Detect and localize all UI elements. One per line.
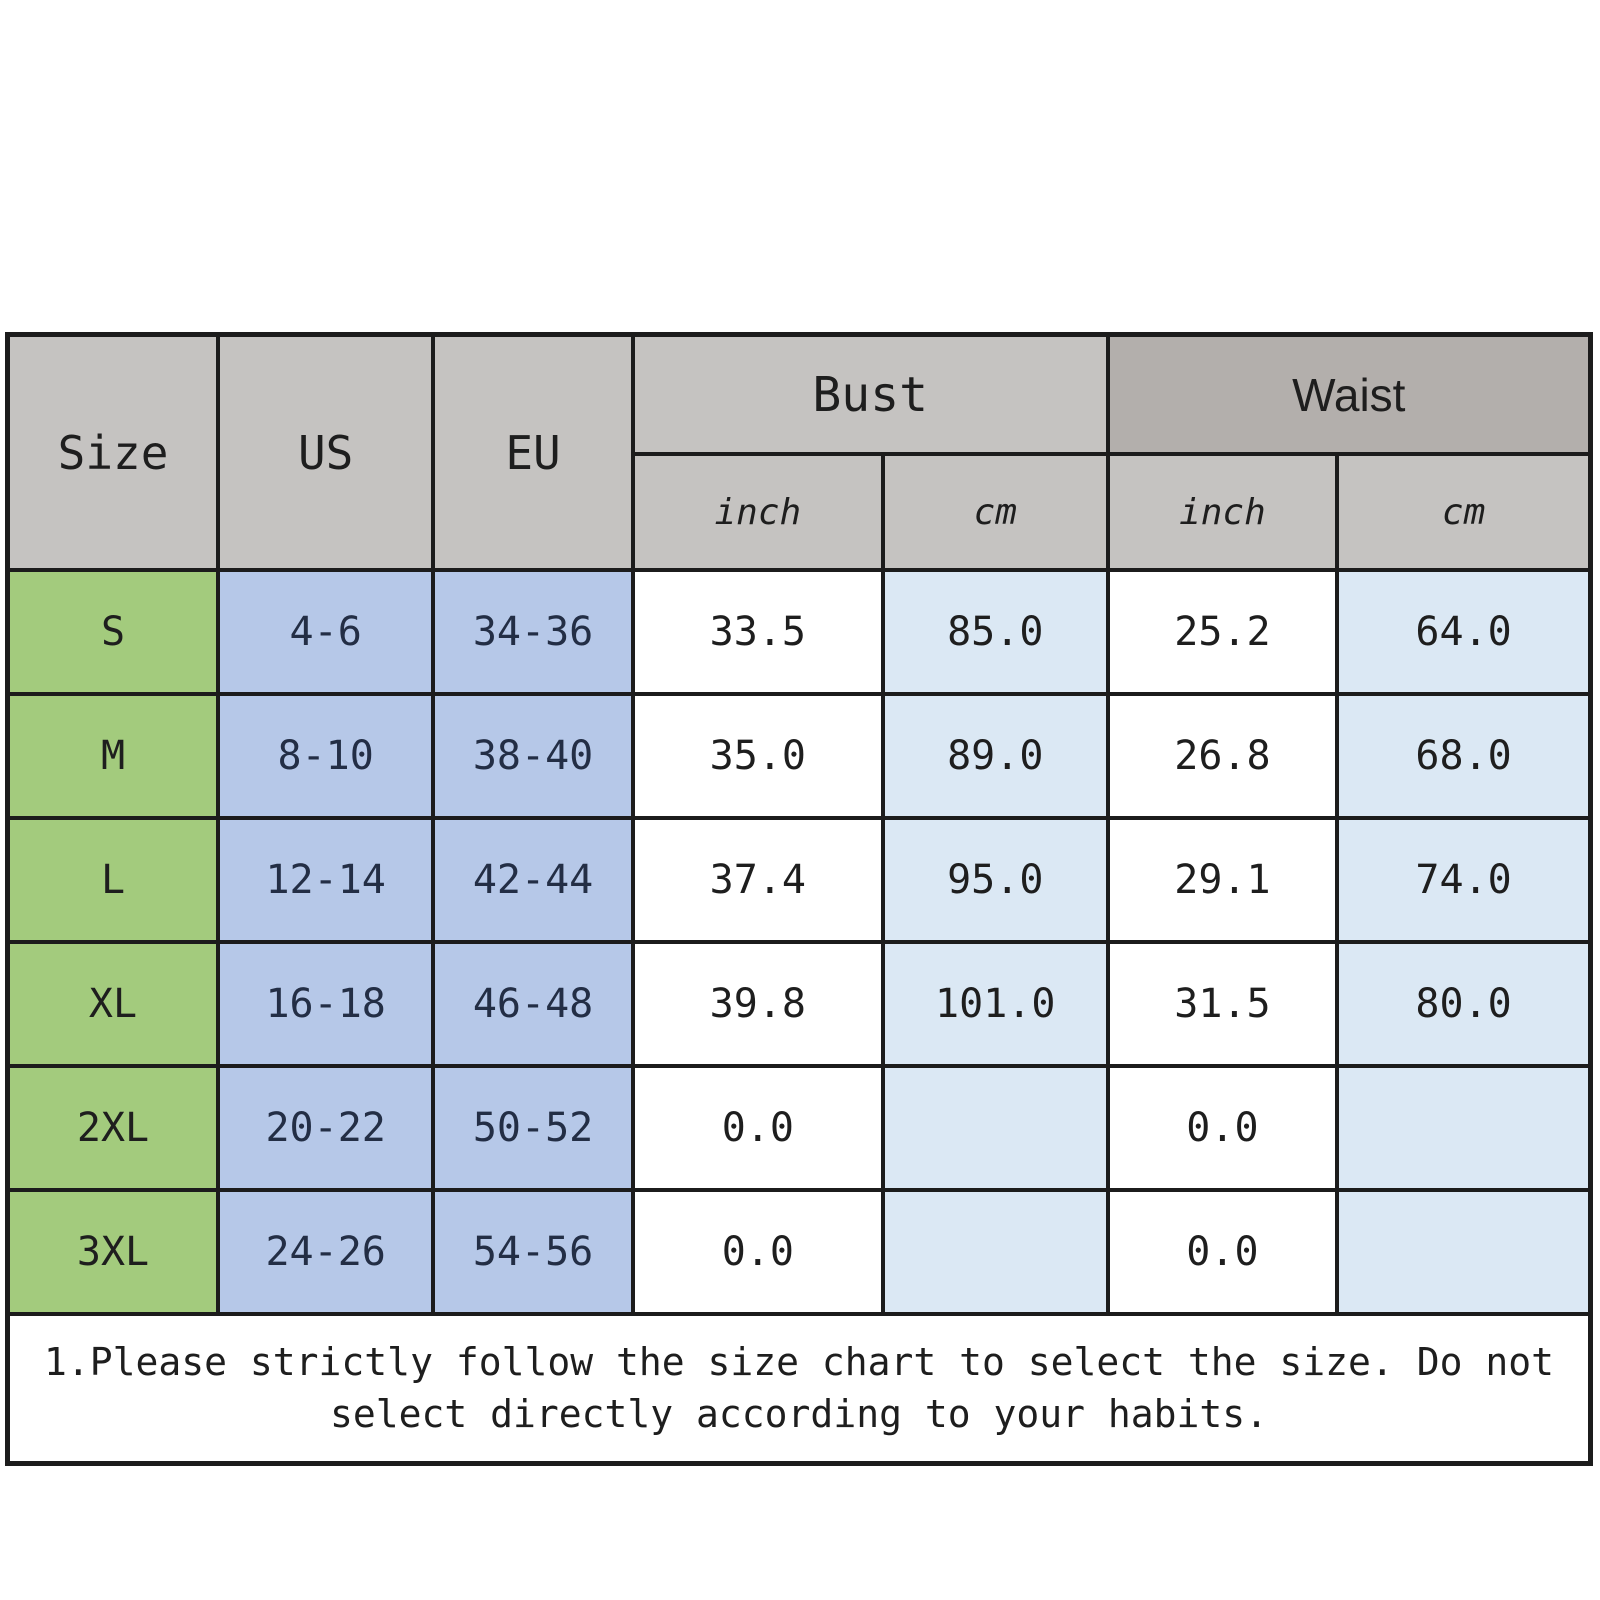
cell-waist-inch: 26.8 [1105,692,1340,820]
header-row-units: inch cm inch cm [8,452,1593,572]
cell-bust-cm: 89.0 [880,692,1110,820]
cell-bust-inch: 35.0 [630,692,885,820]
table-row-xl: XL 16-18 46-48 39.8 101.0 31.5 80.0 [5,940,1593,1068]
cell-bust-inch: 0.0 [630,1064,885,1192]
subheader-bust-cm: cm [880,452,1110,572]
cell-bust-inch: 0.0 [630,1188,885,1316]
cell-waist-inch: 25.2 [1105,568,1340,696]
cell-eu: 42-44 [431,816,635,944]
header-bust: Bust [630,332,1110,456]
cell-size: XL [5,940,221,1068]
header-waist: Waist [1105,332,1593,456]
cell-waist-inch: 29.1 [1105,816,1340,944]
size-chart-table: Size US EU Bust Waist inch cm inch cm S … [5,332,1593,1466]
cell-eu: 50-52 [431,1064,635,1192]
subheader-waist-cm: cm [1335,452,1593,572]
subheader-waist-inch: inch [1105,452,1340,572]
cell-us: 12-14 [216,816,436,944]
note-line2: select directly according to your habits… [330,1391,1268,1436]
subheader-bust-inch: inch [630,452,885,572]
note-row: 1.Please strictly follow the size chart … [5,1312,1593,1466]
cell-us: 16-18 [216,940,436,1068]
cell-waist-cm: 74.0 [1335,816,1593,944]
header-size: Size [5,332,221,572]
cell-waist-inch: 0.0 [1105,1188,1340,1316]
header-row-top: Size US EU Bust Waist [5,332,1593,572]
size-note: 1.Please strictly follow the size chart … [5,1312,1593,1466]
cell-bust-cm: 101.0 [880,940,1110,1068]
cell-waist-cm: 64.0 [1335,568,1593,696]
cell-eu: 34-36 [431,568,635,696]
cell-eu: 46-48 [431,940,635,1068]
header-eu: EU [431,332,635,572]
cell-waist-cm [1335,1064,1593,1192]
cell-waist-inch: 0.0 [1105,1064,1340,1192]
cell-waist-cm: 68.0 [1335,692,1593,820]
cell-size: 2XL [5,1064,221,1192]
cell-bust-cm [880,1064,1110,1192]
table-row-2xl: 2XL 20-22 50-52 0.0 0.0 [5,1064,1593,1192]
cell-eu: 54-56 [431,1188,635,1316]
cell-bust-inch: 39.8 [630,940,885,1068]
cell-eu: 38-40 [431,692,635,820]
header-us: US [216,332,436,572]
cell-size: M [5,692,221,820]
size-chart: Size US EU Bust Waist inch cm inch cm S … [5,332,1593,1466]
note-line1: 1.Please strictly follow the size chart … [44,1340,1554,1385]
cell-us: 8-10 [216,692,436,820]
cell-waist-inch: 31.5 [1105,940,1340,1068]
cell-us: 4-6 [216,568,436,696]
cell-bust-cm: 95.0 [880,816,1110,944]
table-row-l: L 12-14 42-44 37.4 95.0 29.1 74.0 [5,816,1593,944]
cell-waist-cm [1335,1188,1593,1316]
cell-size: 3XL [5,1188,221,1316]
cell-bust-cm [880,1188,1110,1316]
cell-waist-cm: 80.0 [1335,940,1593,1068]
cell-us: 20-22 [216,1064,436,1192]
cell-bust-inch: 37.4 [630,816,885,944]
table-row-m: M 8-10 38-40 35.0 89.0 26.8 68.0 [5,692,1593,820]
cell-bust-cm: 85.0 [880,568,1110,696]
table-row-3xl: 3XL 24-26 54-56 0.0 0.0 [5,1188,1593,1316]
table-row-s: S 4-6 34-36 33.5 85.0 25.2 64.0 [5,568,1593,696]
cell-size: L [5,816,221,944]
cell-size: S [5,568,221,696]
cell-us: 24-26 [216,1188,436,1316]
cell-bust-inch: 33.5 [630,568,885,696]
